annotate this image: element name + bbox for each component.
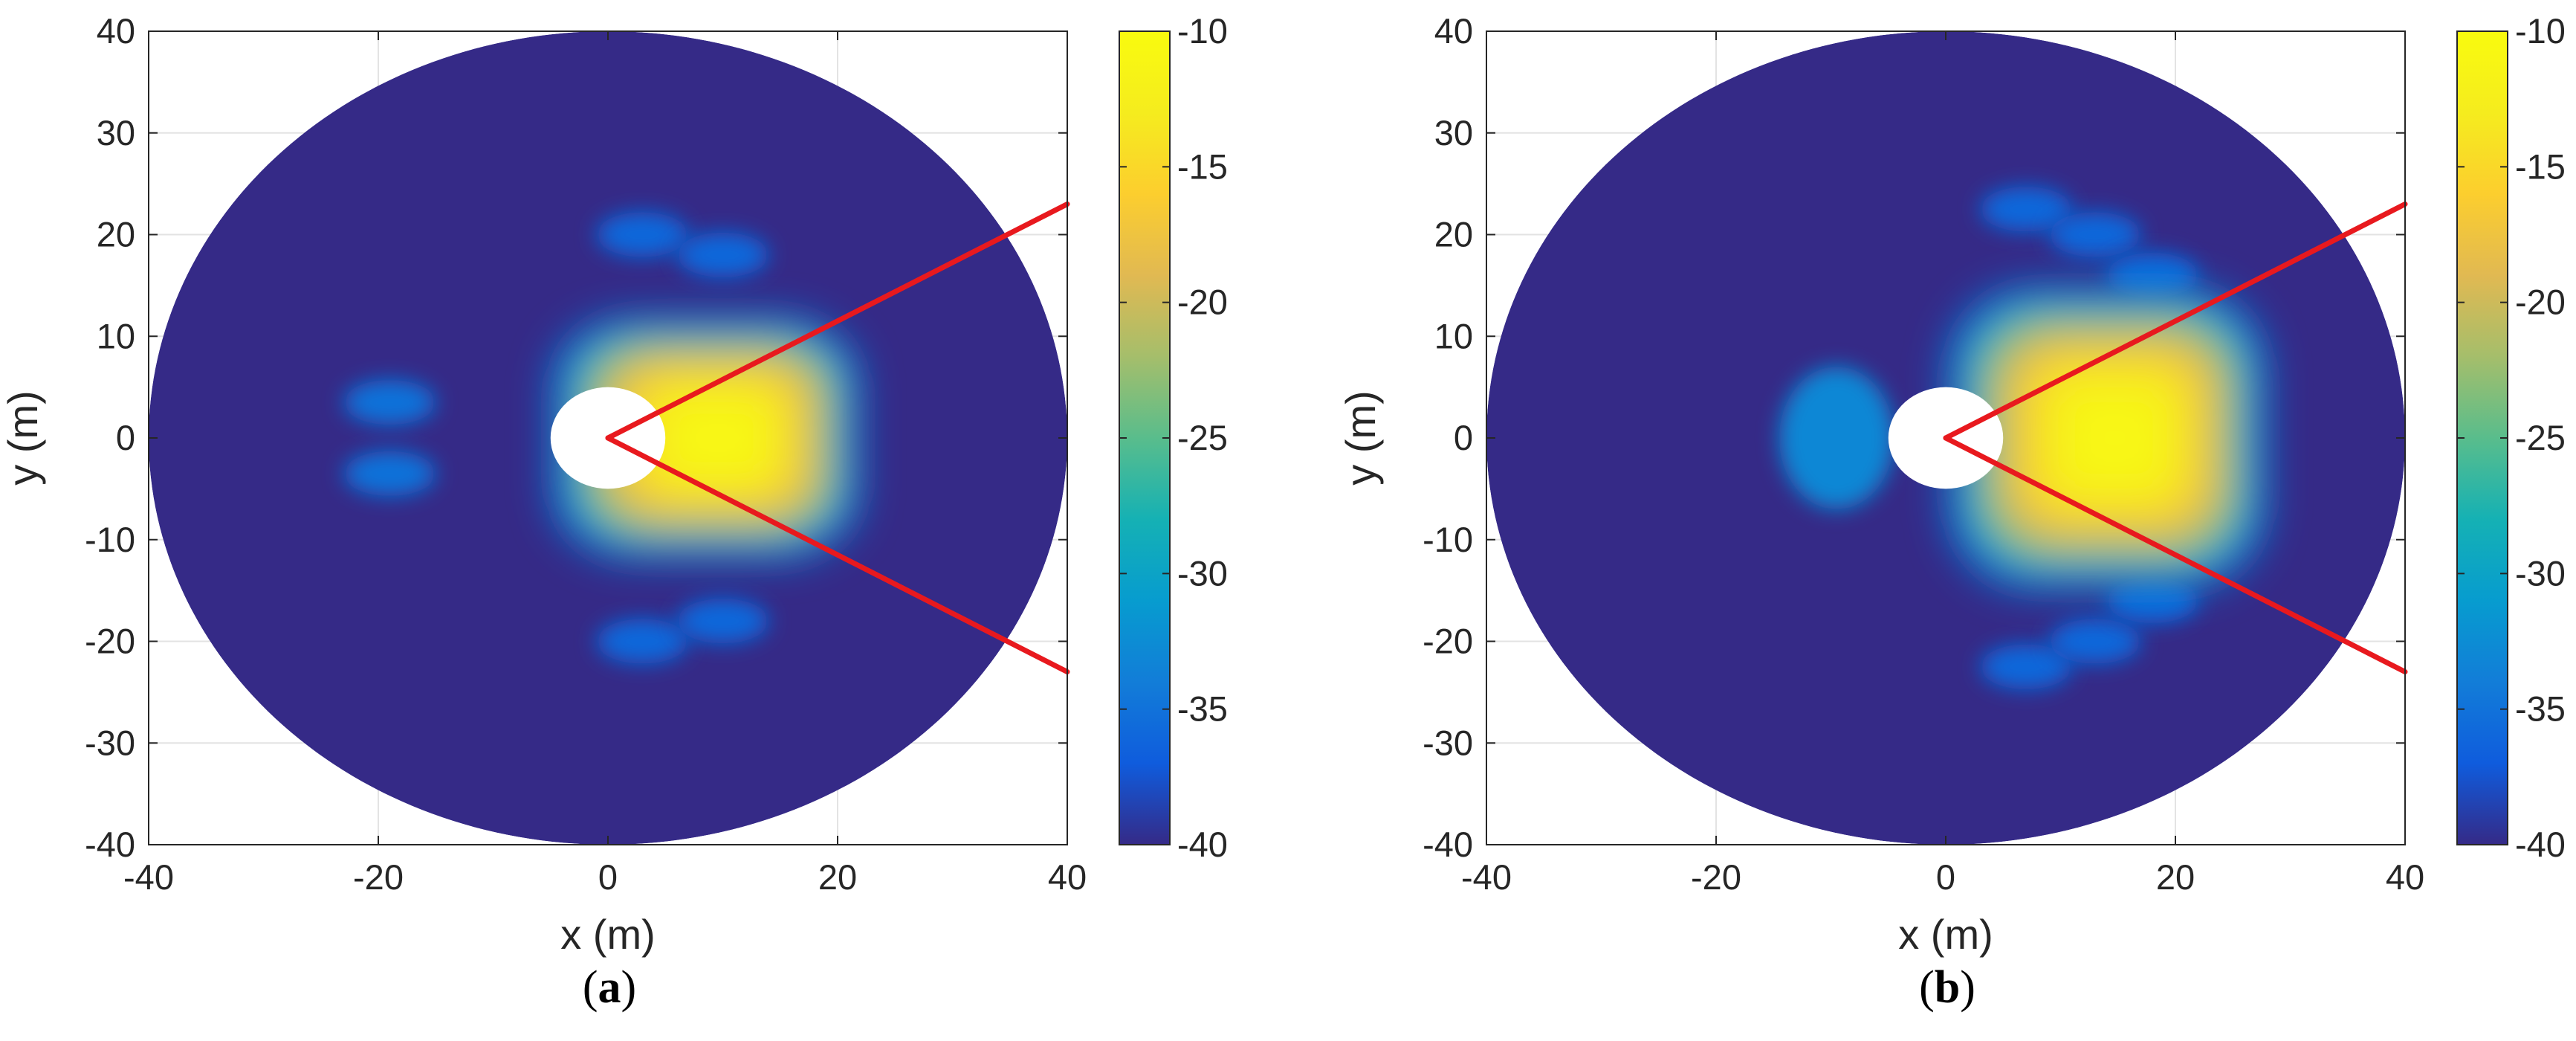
x-tick-label: 20 (2156, 857, 2195, 897)
side-lobe (1980, 644, 2072, 689)
y-tick-label: 30 (97, 113, 135, 152)
y-tick-label: -10 (1423, 520, 1473, 559)
panel-label: (b) (1919, 962, 1975, 1013)
y-axis-label: y (m) (1337, 390, 1384, 486)
colorbar-gradient (1119, 30, 1171, 845)
colorbar-tick-label: -20 (2515, 283, 2566, 322)
colorbar-tick-label: -35 (2515, 689, 2566, 729)
colorbar: -10 -15 -20 -25 -30 -35 -40 (1119, 11, 1228, 864)
sector-line (605, 201, 1070, 441)
colorbar-tick-label: -25 (1177, 418, 1228, 457)
side-lobe (2049, 212, 2141, 257)
panel-b: -40 -20 0 20 40 -40 -30 -20 -10 0 10 20 30 40 x (m) y (… (1337, 11, 2566, 1013)
x-tick-label: 40 (2386, 857, 2424, 897)
colorbar-tick-label: -40 (2515, 825, 2566, 864)
y-tick-label: 0 (116, 418, 135, 457)
y-tick-label: -40 (85, 825, 135, 864)
main-lobe (550, 315, 861, 561)
colorbar-tick-label: -15 (1177, 146, 1228, 186)
colorbar-tick-label: -30 (1177, 553, 1228, 593)
y-tick-label: 40 (1434, 11, 1473, 51)
x-tick-label: -20 (1691, 857, 1741, 897)
y-tick-label: 40 (97, 11, 135, 51)
side-lobe (2049, 619, 2141, 664)
y-tick-label: -40 (1423, 825, 1473, 864)
x-tick-label: -40 (123, 857, 174, 897)
y-tick-label: 20 (97, 215, 135, 254)
sector-line (605, 435, 1070, 675)
x-tick-label: 20 (818, 857, 857, 897)
sector-line (1943, 435, 2408, 675)
x-axis-label: x (m) (1898, 911, 1993, 958)
x-tick-label: -20 (353, 857, 404, 897)
panel-label: (a) (583, 962, 636, 1013)
colorbar: -10 -15 -20 -25 -30 -35 -40 (2456, 11, 2566, 864)
colorbar-tick-label: -25 (2515, 418, 2566, 457)
x-tick-label: 40 (1048, 857, 1087, 897)
side-lobe (343, 451, 436, 496)
side-lobe (1779, 367, 1894, 509)
colorbar-tick-label: -40 (1177, 825, 1228, 864)
y-axis-label: y (m) (0, 390, 46, 486)
y-tick-label: -30 (85, 723, 135, 762)
x-tick-label: 0 (598, 857, 618, 897)
colorbar-tick-label: -10 (1177, 11, 1228, 51)
y-tick-label: -20 (85, 622, 135, 661)
side-lobe (676, 232, 769, 277)
lobe-contour (2069, 395, 2160, 481)
colorbar-tick-label: -10 (2515, 11, 2566, 51)
y-tick-label: -30 (1423, 723, 1473, 762)
side-lobe (676, 599, 769, 644)
side-lobe (596, 212, 689, 257)
y-tick-label: 10 (97, 316, 135, 355)
colorbar-gradient (2456, 30, 2508, 845)
lobe-contour (674, 404, 762, 472)
x-tick-label: -40 (1461, 857, 1512, 897)
y-tick-label: 30 (1434, 113, 1473, 152)
y-tick-label: -10 (85, 520, 135, 559)
sector-line (1943, 201, 2408, 441)
side-lobe (596, 619, 689, 664)
colorbar-tick-label: -35 (1177, 689, 1228, 729)
heatmap (149, 31, 1067, 845)
side-lobe (1980, 187, 2072, 232)
y-tick-label: 0 (1454, 418, 1473, 457)
colorbar-tick-label: -20 (1177, 283, 1228, 322)
main-lobe (1946, 285, 2268, 591)
colorbar-tick-label: -30 (2515, 553, 2566, 593)
y-tick-label: 10 (1434, 316, 1473, 355)
panel-a: -40 -20 0 20 40 -40 -30 -20 -10 0 10 20 30 40 x (m) y (… (0, 11, 1228, 1013)
y-tick-label: -20 (1423, 622, 1473, 661)
y-tick-label: 20 (1434, 215, 1473, 254)
side-lobe (343, 380, 436, 425)
x-tick-label: 0 (1936, 857, 1955, 897)
x-axis-label: x (m) (560, 911, 656, 958)
colorbar-tick-label: -15 (2515, 146, 2566, 186)
